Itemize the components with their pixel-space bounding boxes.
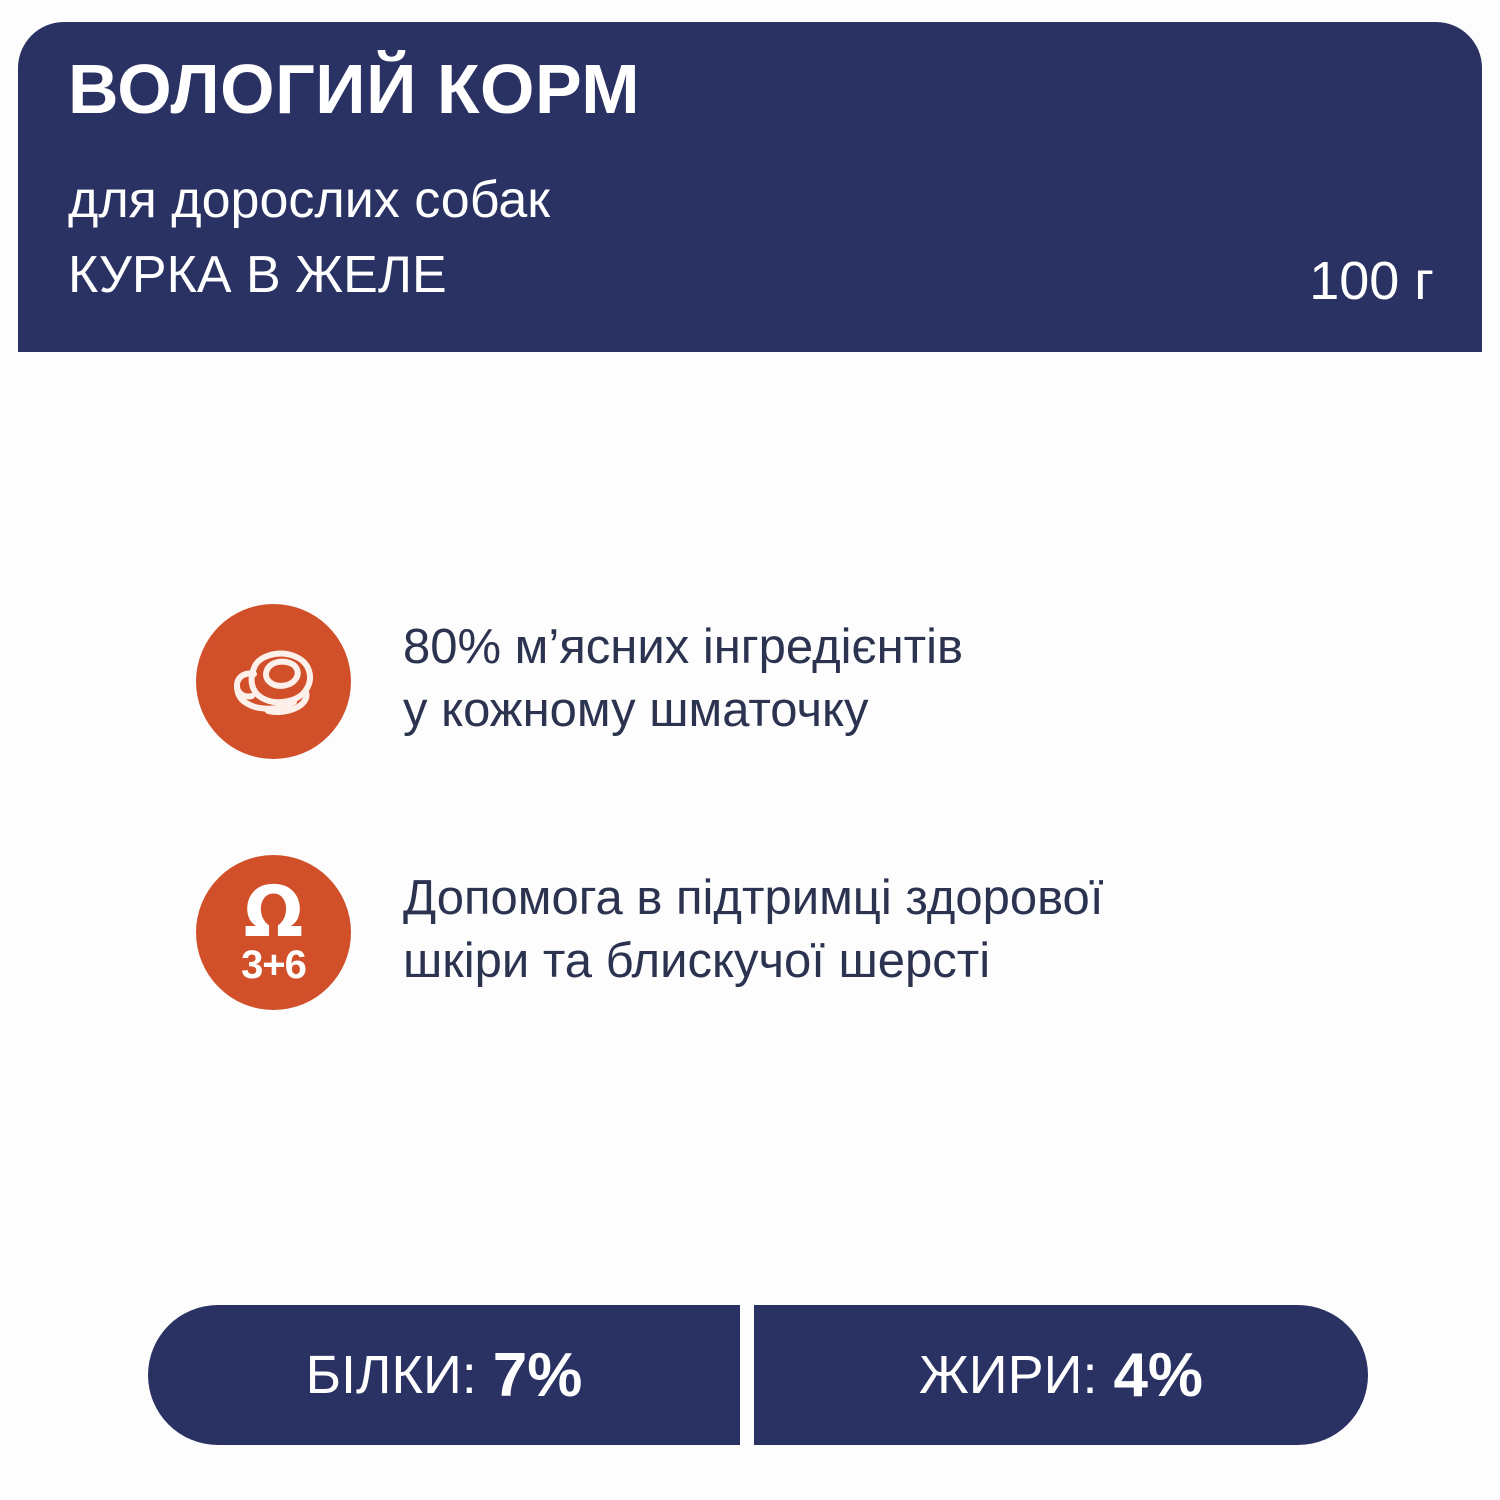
protein-value: 7% — [492, 1340, 583, 1410]
package-weight: 100 г — [1309, 251, 1434, 311]
protein-label: БІЛКИ: — [305, 1345, 477, 1405]
nutrition-pill-fat: ЖИРИ: 4% — [754, 1305, 1368, 1445]
feature-meat-line2: у кожному шматочку — [403, 682, 869, 737]
fat-label: ЖИРИ: — [918, 1345, 1098, 1405]
feature-text-meat: 80% м’ясних інгредієнтів у кожному шмато… — [403, 600, 963, 741]
feature-omega-line1: Допомога в підтримці здорової — [403, 871, 1104, 925]
nutrition-bar: БІЛКИ: 7% ЖИРИ: 4% — [148, 1305, 1368, 1445]
feature-item-omega: Ω 3+6 Допомога в підтримці здорової шкір… — [0, 851, 1500, 1010]
header-banner: ВОЛОГИЙ КОРМ для дорослих собак КУРКА В … — [18, 22, 1482, 352]
feature-list: 80% м’ясних інгредієнтів у кожному шмато… — [0, 600, 1500, 1102]
feature-text-omega: Допомога в підтримці здорової шкіри та б… — [403, 851, 1103, 992]
fat-value: 4% — [1113, 1340, 1204, 1410]
header-subtitle-audience: для дорослих собак — [68, 171, 550, 229]
nutrition-pill-protein: БІЛКИ: 7% — [148, 1305, 740, 1445]
feature-meat-line1: 80% м’ясних інгредієнтів — [403, 620, 963, 674]
omega-3-6-icon: Ω 3+6 — [196, 855, 351, 1010]
feature-omega-line2: шкіри та блискучої шерсті — [403, 933, 991, 988]
omega-caption: 3+6 — [241, 943, 307, 988]
meat-slice-icon — [196, 604, 351, 759]
header-subtitle-flavour: КУРКА В ЖЕЛЕ — [68, 246, 447, 304]
page-title: ВОЛОГИЙ КОРМ — [68, 50, 641, 128]
omega-symbol: Ω — [243, 870, 304, 953]
feature-item-meat: 80% м’ясних інгредієнтів у кожному шмато… — [0, 600, 1500, 759]
